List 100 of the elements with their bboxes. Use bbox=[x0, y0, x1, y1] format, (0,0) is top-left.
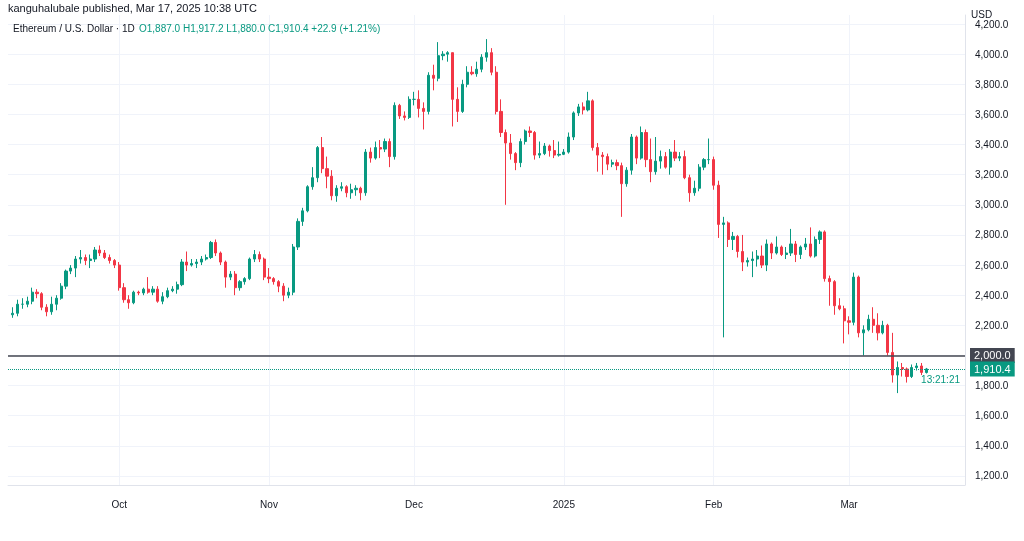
candlestick bbox=[760, 244, 764, 269]
candlestick bbox=[625, 166, 628, 188]
candlestick bbox=[258, 251, 261, 263]
candlestick bbox=[673, 139, 677, 162]
text: Ethereum / U.S. Dollar · 1D bbox=[13, 22, 135, 34]
candlestick bbox=[635, 135, 638, 165]
candlestick bbox=[780, 244, 783, 257]
candlestick bbox=[340, 181, 343, 192]
candlestick bbox=[799, 244, 802, 260]
candlestick bbox=[359, 186, 362, 201]
candlestick bbox=[509, 133, 512, 161]
candlestick bbox=[132, 290, 135, 305]
x-tick-label: 2025 bbox=[552, 498, 576, 510]
candlestick bbox=[823, 229, 826, 283]
y-tick-label: 3,400.0 bbox=[975, 139, 1009, 151]
candlestick bbox=[137, 290, 140, 296]
candlestick bbox=[867, 314, 870, 332]
candlestick bbox=[751, 251, 754, 278]
candlestick bbox=[794, 240, 797, 263]
ref-line-label: 2,000.0 bbox=[974, 349, 1011, 362]
candlestick bbox=[475, 61, 478, 78]
candlestick bbox=[538, 141, 541, 159]
candlestick bbox=[548, 144, 551, 158]
candlestick bbox=[857, 275, 860, 338]
candlestick bbox=[470, 65, 474, 76]
candlestick bbox=[693, 180, 696, 197]
candlestick bbox=[862, 324, 865, 356]
candlestick bbox=[596, 142, 599, 173]
candlestick bbox=[707, 138, 710, 165]
candlestick bbox=[712, 156, 715, 191]
candlestick bbox=[417, 89, 420, 118]
candlestick bbox=[756, 249, 759, 268]
y-tick-label: 3,200.0 bbox=[975, 169, 1009, 181]
candlestick bbox=[770, 241, 773, 260]
candlestick bbox=[669, 148, 672, 176]
y-tick-label: 2,400.0 bbox=[975, 289, 1009, 301]
annotation: 13:21:21 bbox=[921, 374, 961, 386]
candlestick bbox=[722, 216, 725, 338]
candlestick bbox=[108, 254, 111, 265]
candlestick bbox=[393, 101, 396, 161]
candlestick bbox=[412, 91, 416, 106]
candlestick bbox=[369, 147, 372, 164]
candlestick bbox=[586, 91, 590, 112]
candlestick bbox=[151, 285, 155, 296]
y-axis-title: USD bbox=[971, 8, 993, 20]
candlestick bbox=[582, 101, 585, 115]
y-tick-label: 3,000.0 bbox=[975, 199, 1009, 211]
candlestick bbox=[84, 254, 87, 266]
candlestick bbox=[678, 151, 681, 162]
candlestick bbox=[219, 251, 222, 266]
y-tick-label: 1,600.0 bbox=[975, 410, 1009, 422]
candlestick bbox=[74, 255, 77, 278]
y-tick-label: 1,800.0 bbox=[975, 380, 1009, 392]
x-tick-label: Oct bbox=[111, 498, 128, 510]
candlestick bbox=[905, 367, 909, 384]
candlestick bbox=[543, 142, 546, 156]
candlestick bbox=[238, 279, 242, 292]
candlestick bbox=[485, 38, 488, 63]
x-tick-label: Dec bbox=[405, 498, 423, 510]
candlestick bbox=[171, 285, 174, 293]
candlestick bbox=[456, 86, 459, 123]
candlestick bbox=[306, 184, 309, 213]
candlestick bbox=[601, 151, 604, 176]
candlestick bbox=[765, 238, 768, 272]
candlestick bbox=[398, 103, 401, 120]
candlestick bbox=[277, 279, 280, 293]
candlestick bbox=[388, 138, 391, 168]
candlestick bbox=[881, 320, 884, 335]
candlestick bbox=[891, 332, 894, 384]
candlestick bbox=[103, 249, 106, 260]
candlestick bbox=[514, 151, 517, 171]
candlestick bbox=[553, 139, 556, 159]
candlestick bbox=[828, 275, 831, 307]
y-tick-label: 1,200.0 bbox=[975, 470, 1009, 482]
candlestick bbox=[809, 226, 812, 259]
candlestick bbox=[316, 145, 319, 183]
candlestick bbox=[113, 258, 116, 269]
candlestick bbox=[161, 291, 164, 305]
candlestick bbox=[422, 101, 425, 130]
candlestick bbox=[16, 299, 19, 317]
candlestick bbox=[659, 150, 662, 170]
candlestick bbox=[195, 258, 198, 269]
candlestick bbox=[248, 257, 251, 281]
candlestick bbox=[31, 287, 34, 305]
candlestick bbox=[466, 65, 469, 88]
candlestick bbox=[606, 153, 609, 171]
y-tick-label: 2,600.0 bbox=[975, 259, 1009, 271]
y-tick-label: 4,200.0 bbox=[975, 18, 1009, 30]
candlestick bbox=[833, 279, 836, 316]
candlestick bbox=[50, 296, 53, 316]
candlestick bbox=[717, 180, 720, 239]
candlestick bbox=[55, 294, 58, 311]
candlestick bbox=[282, 282, 285, 302]
candlestick bbox=[683, 150, 686, 180]
candlestick bbox=[224, 260, 227, 289]
x-tick-label: Feb bbox=[705, 498, 723, 510]
text: kanguhalubale published, Mar 17, 2025 10:38 UTC bbox=[8, 1, 257, 14]
candlestick bbox=[654, 136, 657, 176]
candlestick bbox=[287, 287, 290, 299]
candlestick bbox=[364, 148, 367, 197]
